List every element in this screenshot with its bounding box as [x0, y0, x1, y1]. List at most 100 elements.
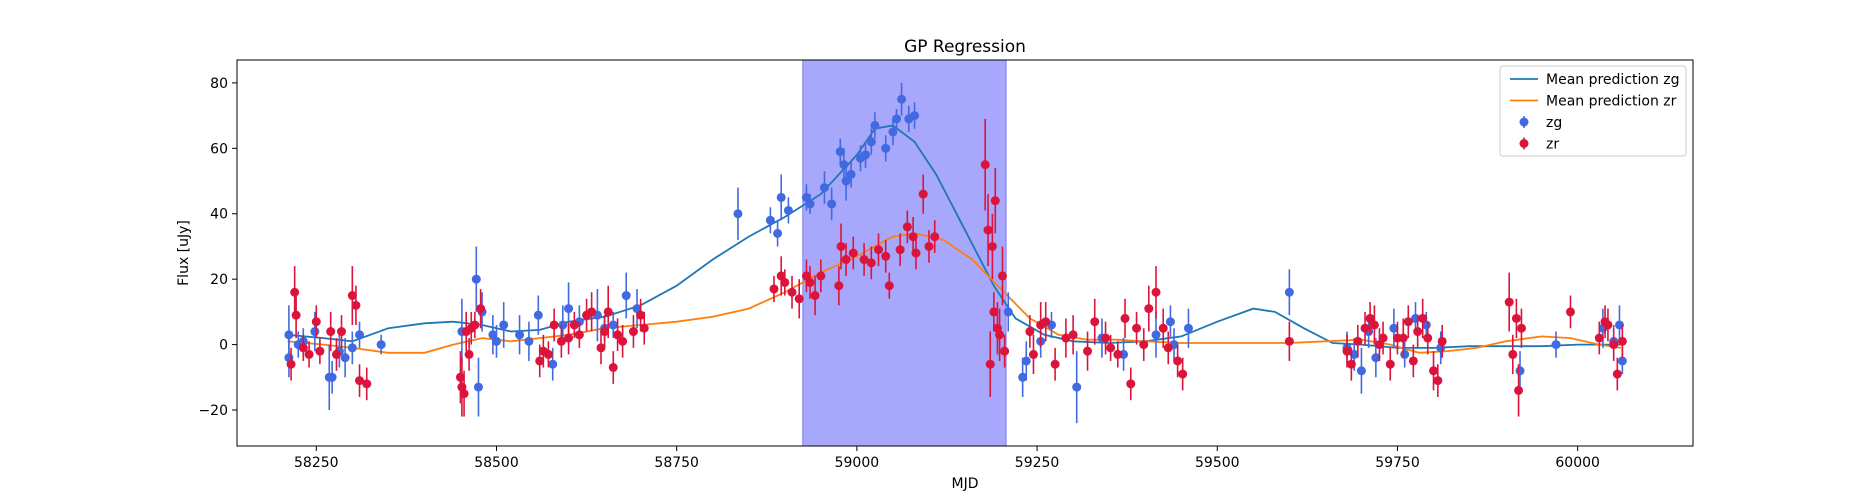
zr-marker — [1508, 349, 1518, 359]
zr-marker — [1120, 313, 1130, 323]
zr-marker — [556, 336, 566, 346]
zr-point — [311, 305, 321, 339]
zr-marker — [1385, 359, 1395, 369]
zg-point — [473, 357, 483, 417]
zg-marker — [558, 320, 568, 330]
zr-point — [1353, 324, 1363, 358]
zr-point — [902, 210, 912, 244]
zr-marker — [291, 310, 301, 320]
zr-marker — [1061, 333, 1071, 343]
zr-point — [1360, 311, 1370, 345]
zg-point — [805, 194, 815, 214]
zr-point — [1025, 315, 1035, 348]
zr-point — [874, 233, 884, 267]
x-tick-label: 59000 — [835, 455, 880, 471]
chart-title: GP Regression — [904, 37, 1026, 57]
zr-point — [1516, 308, 1526, 348]
zr-marker — [455, 372, 465, 382]
zr-point — [1173, 344, 1183, 378]
zr-point — [1594, 321, 1604, 355]
zr-marker — [1353, 336, 1363, 346]
zg-marker — [488, 330, 498, 340]
zg-marker — [870, 120, 880, 130]
zr-marker — [1139, 340, 1149, 350]
zg-marker — [1421, 320, 1431, 330]
y-tick-label: 20 — [210, 272, 228, 288]
zr-marker — [1594, 333, 1604, 343]
zr-point — [347, 266, 357, 325]
zr-point — [997, 246, 1007, 306]
zr-marker — [1378, 333, 1388, 343]
zr-point — [1101, 321, 1111, 355]
zr-point — [1385, 347, 1395, 381]
zr-marker — [995, 330, 1005, 340]
zr-marker — [902, 222, 912, 232]
zr-point — [326, 311, 336, 352]
zr-marker — [1346, 359, 1356, 369]
zr-marker — [1617, 336, 1627, 346]
zg-point — [776, 174, 786, 221]
zr-marker — [874, 245, 884, 255]
zr-point — [1041, 302, 1051, 342]
zr-marker — [980, 160, 990, 170]
zr-marker — [1612, 369, 1622, 379]
zg-point — [827, 187, 837, 221]
zg-marker — [1183, 323, 1193, 333]
zr-point — [1504, 272, 1514, 332]
zg-marker — [892, 114, 902, 124]
axes-frame — [236, 59, 1694, 447]
zg-marker — [499, 320, 509, 330]
y-axis-label: Flux [uJy] — [176, 220, 192, 286]
zr-point — [918, 174, 928, 214]
zg-point — [471, 246, 481, 312]
zg-point — [1021, 341, 1031, 381]
zr-marker — [326, 327, 336, 337]
zr-point — [618, 324, 628, 358]
zg-point — [488, 315, 498, 355]
x-tick-label: 58750 — [654, 455, 699, 471]
x-tick-label: 58250 — [294, 455, 339, 471]
zr-point — [457, 357, 467, 417]
zr-point — [470, 311, 480, 339]
zg-marker — [327, 372, 337, 382]
zg-marker — [1284, 287, 1294, 297]
zr-marker — [918, 189, 928, 199]
zr-point — [1408, 344, 1418, 378]
zg-marker — [491, 336, 501, 346]
zr-point — [476, 288, 486, 329]
x-tick-label: 59500 — [1195, 455, 1240, 471]
zg-marker — [1400, 349, 1410, 359]
zr-point — [866, 246, 876, 280]
zr-marker — [1504, 297, 1514, 307]
zg-point — [765, 207, 775, 234]
plot-area: 58250 58500 58750 59000 59250 59500 59750 60000… — [198, 59, 1694, 471]
zr-point — [464, 338, 474, 371]
zg-marker — [471, 274, 481, 284]
zr-point — [924, 230, 934, 263]
zr-point — [291, 292, 301, 339]
zr-point — [549, 308, 559, 342]
zr-marker — [1423, 333, 1433, 343]
zr-marker — [1000, 346, 1010, 356]
zr-marker — [816, 271, 826, 281]
zr-point — [995, 308, 1005, 361]
zr-marker — [351, 300, 361, 310]
zr-point — [459, 370, 469, 417]
zg-point — [347, 331, 357, 365]
zg-marker — [846, 169, 856, 179]
zr-marker — [1403, 317, 1413, 327]
zr-point — [1061, 318, 1071, 358]
zr-marker — [1418, 313, 1428, 323]
zr-marker — [608, 362, 618, 372]
y-tick-label: 40 — [210, 207, 228, 223]
zg-marker — [881, 143, 891, 153]
zr-point — [1418, 298, 1428, 339]
zr-marker — [1413, 327, 1423, 337]
zr-point — [1083, 331, 1093, 371]
zg-marker — [839, 160, 849, 170]
zr-point — [304, 341, 314, 368]
zr-marker — [866, 258, 876, 268]
zr-marker — [618, 336, 628, 346]
legend-label: Mean prediction zg — [1546, 72, 1680, 88]
zr-marker — [1101, 333, 1111, 343]
